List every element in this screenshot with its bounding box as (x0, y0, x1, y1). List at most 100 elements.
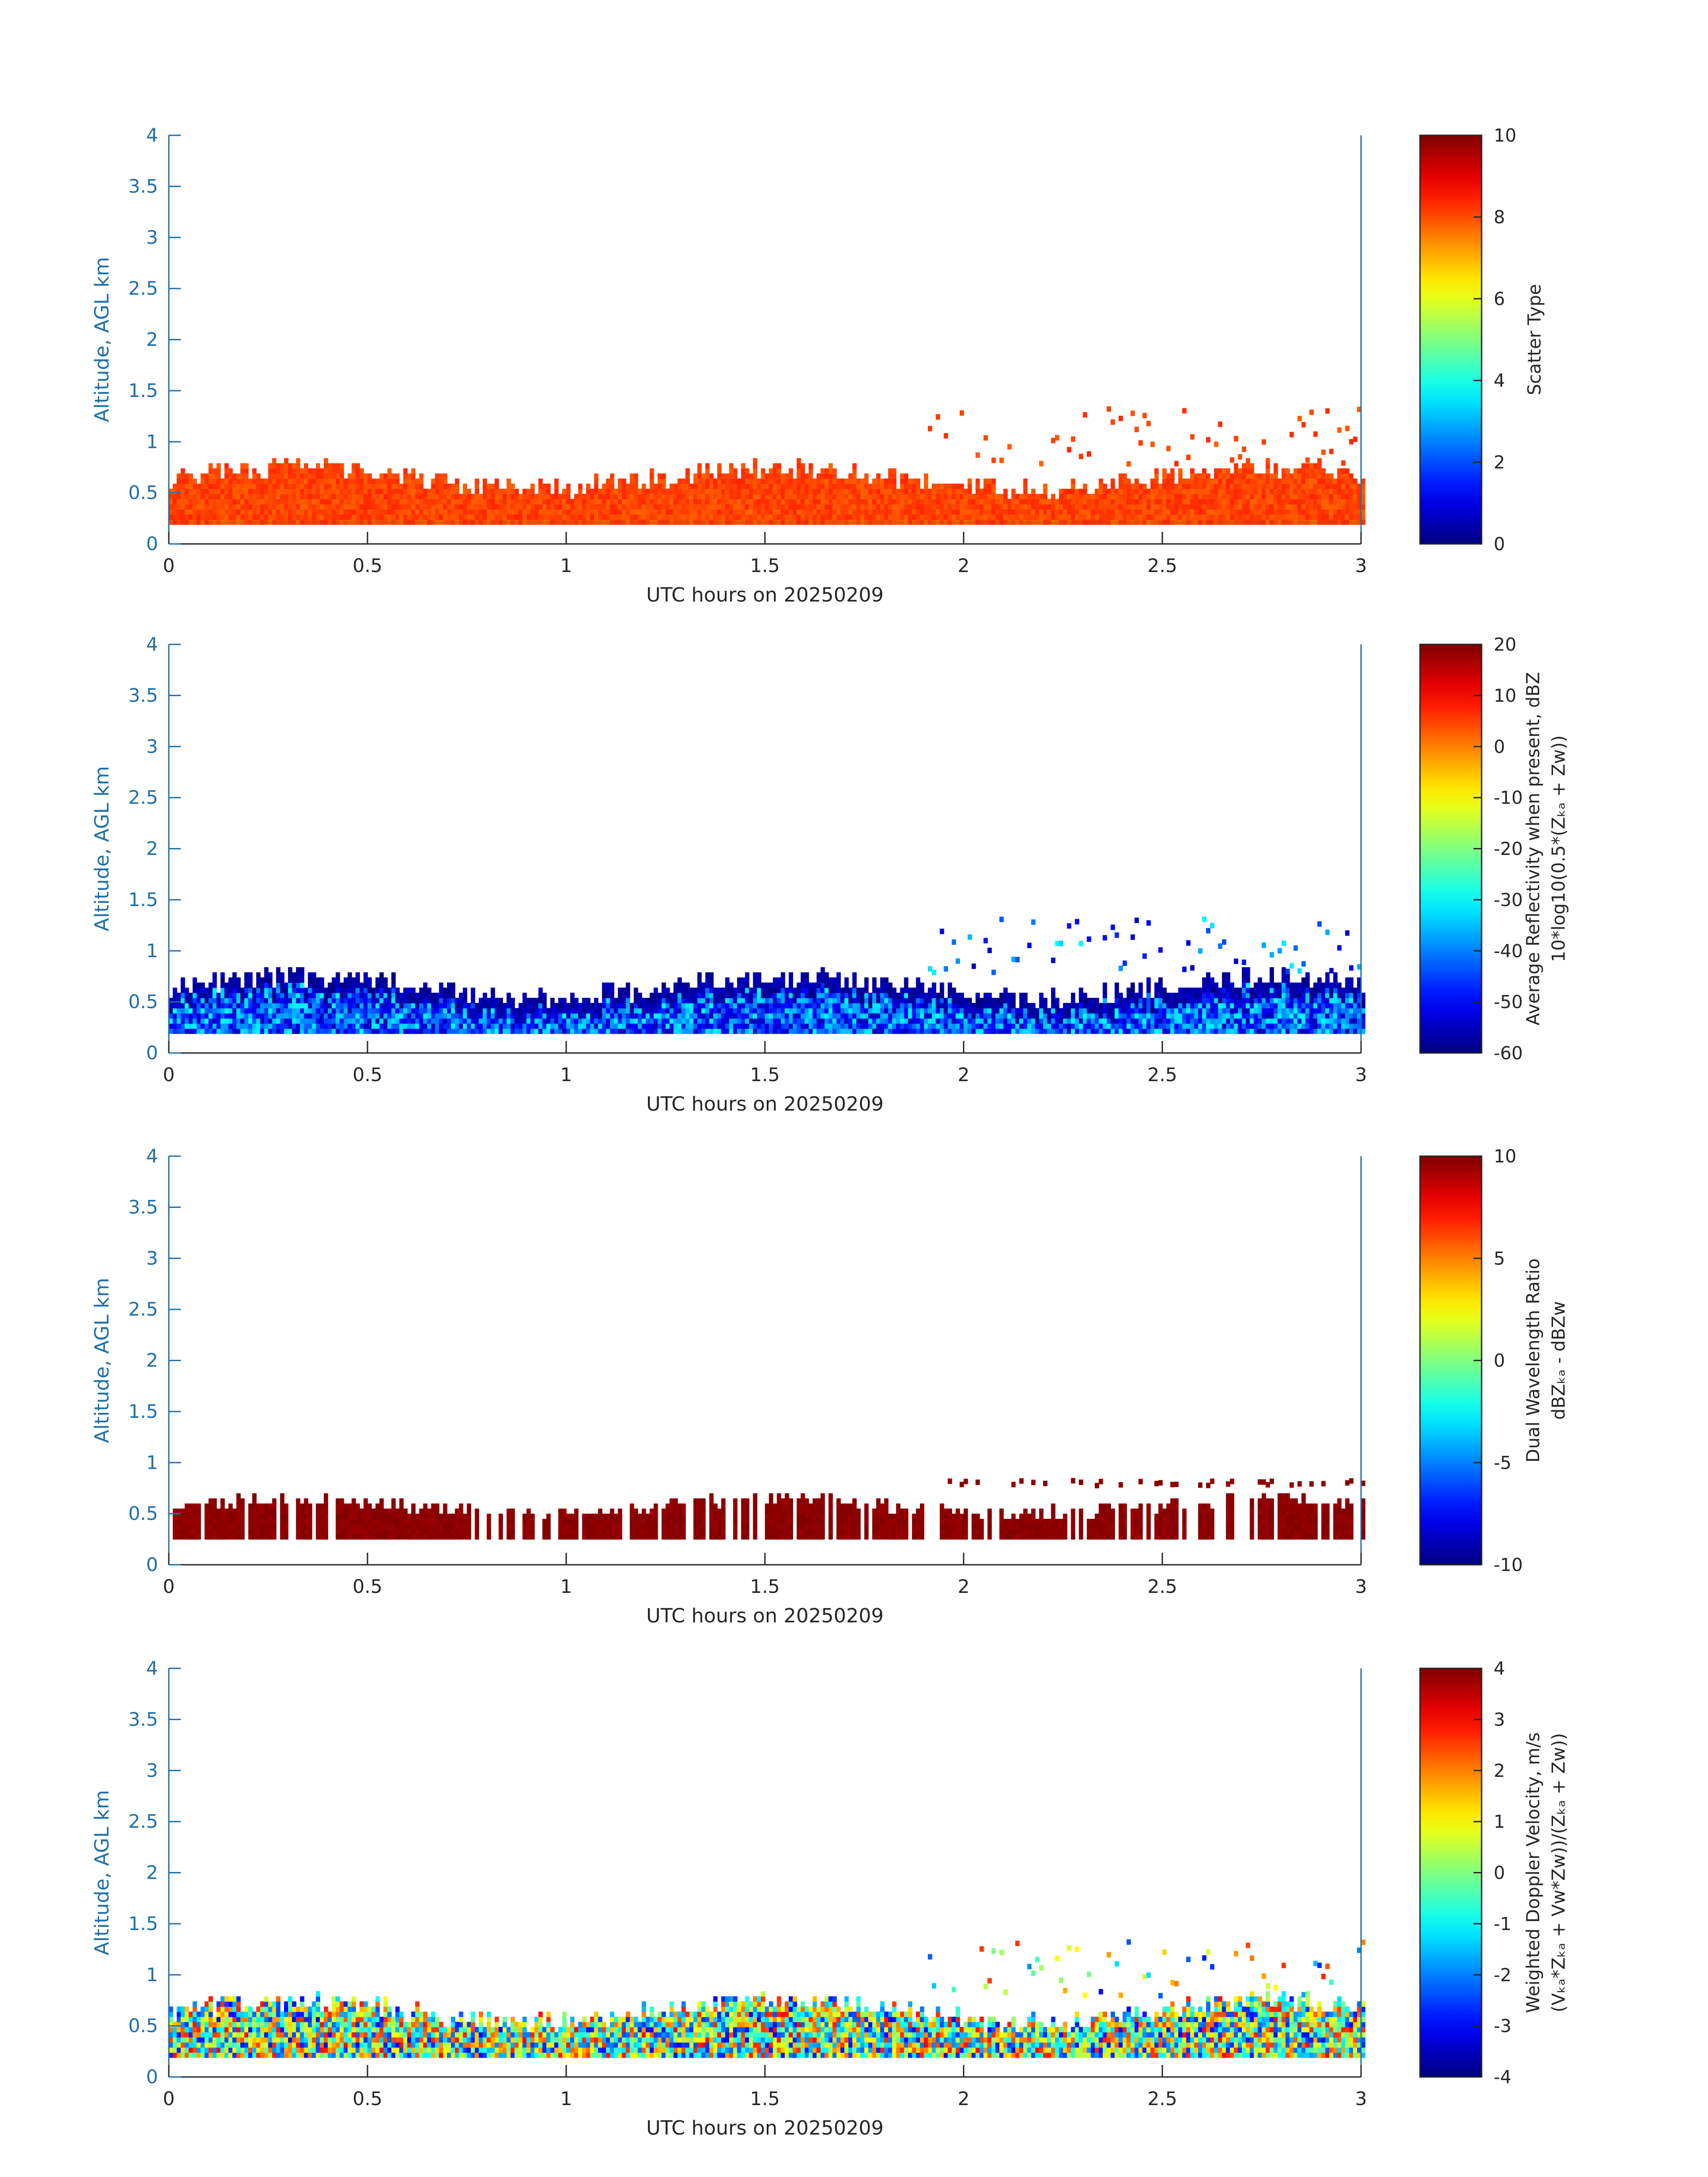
data-cell (335, 463, 340, 469)
data-cell (900, 1013, 905, 1019)
data-cell (1238, 489, 1242, 494)
data-cell (264, 972, 269, 978)
data-cell (1265, 473, 1270, 479)
data-cell (284, 1013, 288, 1019)
data-cell (594, 1013, 598, 1019)
data-cell (284, 473, 288, 479)
data-cell (180, 478, 185, 484)
data-cell (797, 473, 801, 479)
data-cell (753, 1018, 757, 1024)
data-cell (773, 509, 777, 515)
data-cell (232, 514, 237, 520)
data-cell (538, 1028, 543, 1034)
data-cell (916, 1003, 920, 1009)
data-cell (339, 1023, 344, 1029)
data-cell (1210, 484, 1215, 489)
data-cell (339, 987, 344, 993)
data-cell (681, 998, 686, 1003)
data-cell (931, 1023, 936, 1029)
data-cell (483, 993, 487, 999)
data-cell (713, 987, 718, 993)
data-cell (642, 484, 646, 489)
data-cell (741, 478, 746, 484)
data-cell (578, 1003, 583, 1009)
data-cell (717, 1003, 722, 1009)
data-cell (1182, 478, 1187, 484)
data-cell (956, 499, 960, 505)
data-cell (1214, 519, 1219, 525)
data-cell (459, 504, 464, 510)
data-cell (514, 499, 519, 505)
data-cell (232, 489, 237, 494)
data-cell (848, 1013, 853, 1019)
data-cell (729, 1008, 734, 1014)
data-cell (741, 1008, 746, 1014)
data-cell (371, 1013, 376, 1019)
data-cell (1067, 514, 1072, 520)
data-cell (701, 1013, 706, 1019)
data-cell (880, 982, 885, 988)
data-cell (1142, 509, 1147, 515)
data-cell (618, 489, 622, 494)
data-cell (657, 478, 662, 484)
data-cell (634, 987, 638, 993)
data-cell (832, 504, 837, 510)
data-cell (705, 519, 710, 525)
data-cell (757, 1018, 761, 1024)
data-cell (292, 1013, 296, 1019)
data-cell (689, 484, 694, 489)
data-cell (749, 509, 754, 515)
data-cell (737, 1018, 742, 1024)
data-cell (1107, 499, 1111, 505)
data-cell (797, 1013, 801, 1019)
data-cell (793, 998, 797, 1003)
data-cell (606, 998, 610, 1003)
data-cell (216, 519, 221, 525)
data-cell (494, 1023, 499, 1029)
data-cell (248, 478, 253, 484)
data-cell (725, 977, 730, 983)
data-cell (1166, 519, 1171, 525)
data-cell (391, 1003, 396, 1009)
data-cell (300, 504, 305, 510)
data-cell (320, 1003, 324, 1009)
data-cell (240, 519, 245, 525)
data-cell (1230, 478, 1234, 484)
data-cell (1313, 489, 1318, 494)
data-cell (292, 514, 296, 520)
data-cell (840, 998, 845, 1003)
data-cell (324, 514, 328, 520)
data-cell (355, 1013, 360, 1019)
data-cell (844, 489, 849, 494)
data-cell (455, 489, 459, 494)
data-cell (669, 519, 674, 525)
data-cell (805, 504, 809, 510)
data-cell (1146, 421, 1151, 426)
data-cell (355, 993, 360, 999)
data-cell (483, 519, 487, 525)
data-cell (475, 484, 479, 489)
data-cell (904, 1003, 909, 1009)
data-cell (888, 1018, 893, 1024)
data-cell (371, 998, 376, 1003)
data-cell (1119, 484, 1123, 489)
data-cell (169, 499, 173, 505)
data-cell (562, 514, 567, 520)
data-cell (1115, 489, 1119, 494)
data-cell (1007, 1018, 1012, 1024)
data-cell (880, 519, 885, 525)
data-cell (725, 473, 730, 479)
data-cell (673, 1028, 678, 1034)
data-cell (415, 499, 420, 505)
data-cell (1301, 509, 1306, 515)
data-cell (657, 473, 662, 479)
data-cell (1206, 437, 1211, 443)
data-cell (916, 489, 920, 494)
data-cell (487, 499, 491, 505)
data-cell (494, 484, 499, 489)
data-cell (832, 1028, 837, 1034)
data-cell (793, 509, 797, 515)
data-cell (872, 1023, 877, 1029)
data-cell (172, 1003, 177, 1009)
data-cell (538, 514, 543, 520)
